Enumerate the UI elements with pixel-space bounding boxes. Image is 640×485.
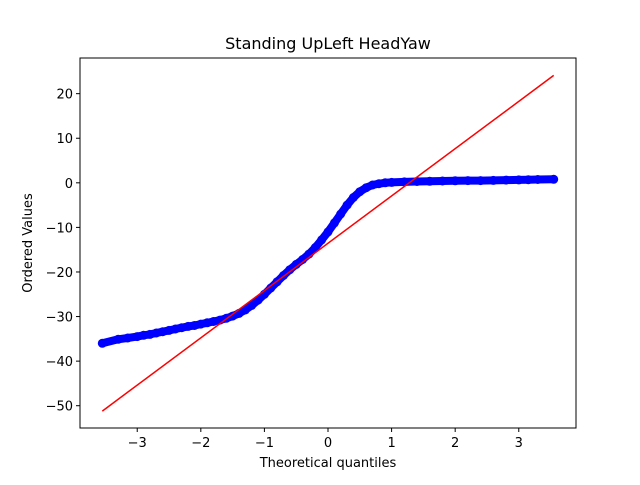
data-point xyxy=(476,176,486,186)
data-point xyxy=(380,178,390,188)
data-point xyxy=(549,174,559,184)
y-tick-label: 20 xyxy=(56,88,73,103)
data-point xyxy=(501,175,511,185)
x-tick-label: 2 xyxy=(451,436,459,451)
data-point xyxy=(285,265,295,275)
data-point xyxy=(523,175,533,185)
reference-line xyxy=(101,74,555,412)
x-axis: −3 −2 −1 0 1 2 3 xyxy=(128,428,523,451)
x-tick-label: 1 xyxy=(387,436,395,451)
y-tick-label: −30 xyxy=(46,311,73,326)
data-point xyxy=(438,176,447,186)
data-point xyxy=(412,177,422,186)
data-point xyxy=(323,227,333,237)
plot-marks xyxy=(97,74,559,412)
y-tick-label: −20 xyxy=(46,266,73,281)
x-tick-label: −3 xyxy=(128,436,147,451)
data-point xyxy=(329,218,339,228)
x-tick-label: −2 xyxy=(191,436,210,451)
y-tick-label: −40 xyxy=(46,355,73,370)
chart-title: Standing UpLeft HeadYaw xyxy=(225,34,431,53)
data-point xyxy=(450,176,460,186)
y-axis: −50 −40 −30 −20 −10 0 10 20 xyxy=(46,88,80,415)
data-point xyxy=(298,255,308,264)
y-tick-label: 0 xyxy=(65,177,73,192)
data-point xyxy=(533,175,543,184)
data-point xyxy=(425,176,435,186)
data-point xyxy=(291,259,301,269)
data-point xyxy=(342,200,352,210)
data-point xyxy=(355,187,365,197)
data-point xyxy=(317,235,327,245)
x-tick-label: −1 xyxy=(255,436,274,451)
data-point xyxy=(266,283,276,293)
data-point xyxy=(97,338,107,348)
data-point xyxy=(113,334,123,344)
y-axis-label: Ordered Values xyxy=(21,193,36,293)
y-tick-label: −10 xyxy=(46,221,73,236)
y-tick-label: −50 xyxy=(46,400,73,415)
data-point xyxy=(253,295,263,305)
data-point xyxy=(310,243,320,252)
data-point xyxy=(488,175,498,185)
data-point xyxy=(348,193,358,202)
x-tick-label: 0 xyxy=(324,436,332,451)
data-point xyxy=(336,209,346,219)
y-tick-label: 10 xyxy=(56,132,73,147)
x-axis-label: Theoretical quantiles xyxy=(259,456,397,471)
x-tick-label: 3 xyxy=(515,436,523,451)
data-point xyxy=(240,305,250,315)
data-point xyxy=(247,300,257,310)
data-point xyxy=(123,333,133,343)
data-point xyxy=(387,177,397,187)
data-point xyxy=(463,176,473,186)
data-point xyxy=(514,175,524,185)
